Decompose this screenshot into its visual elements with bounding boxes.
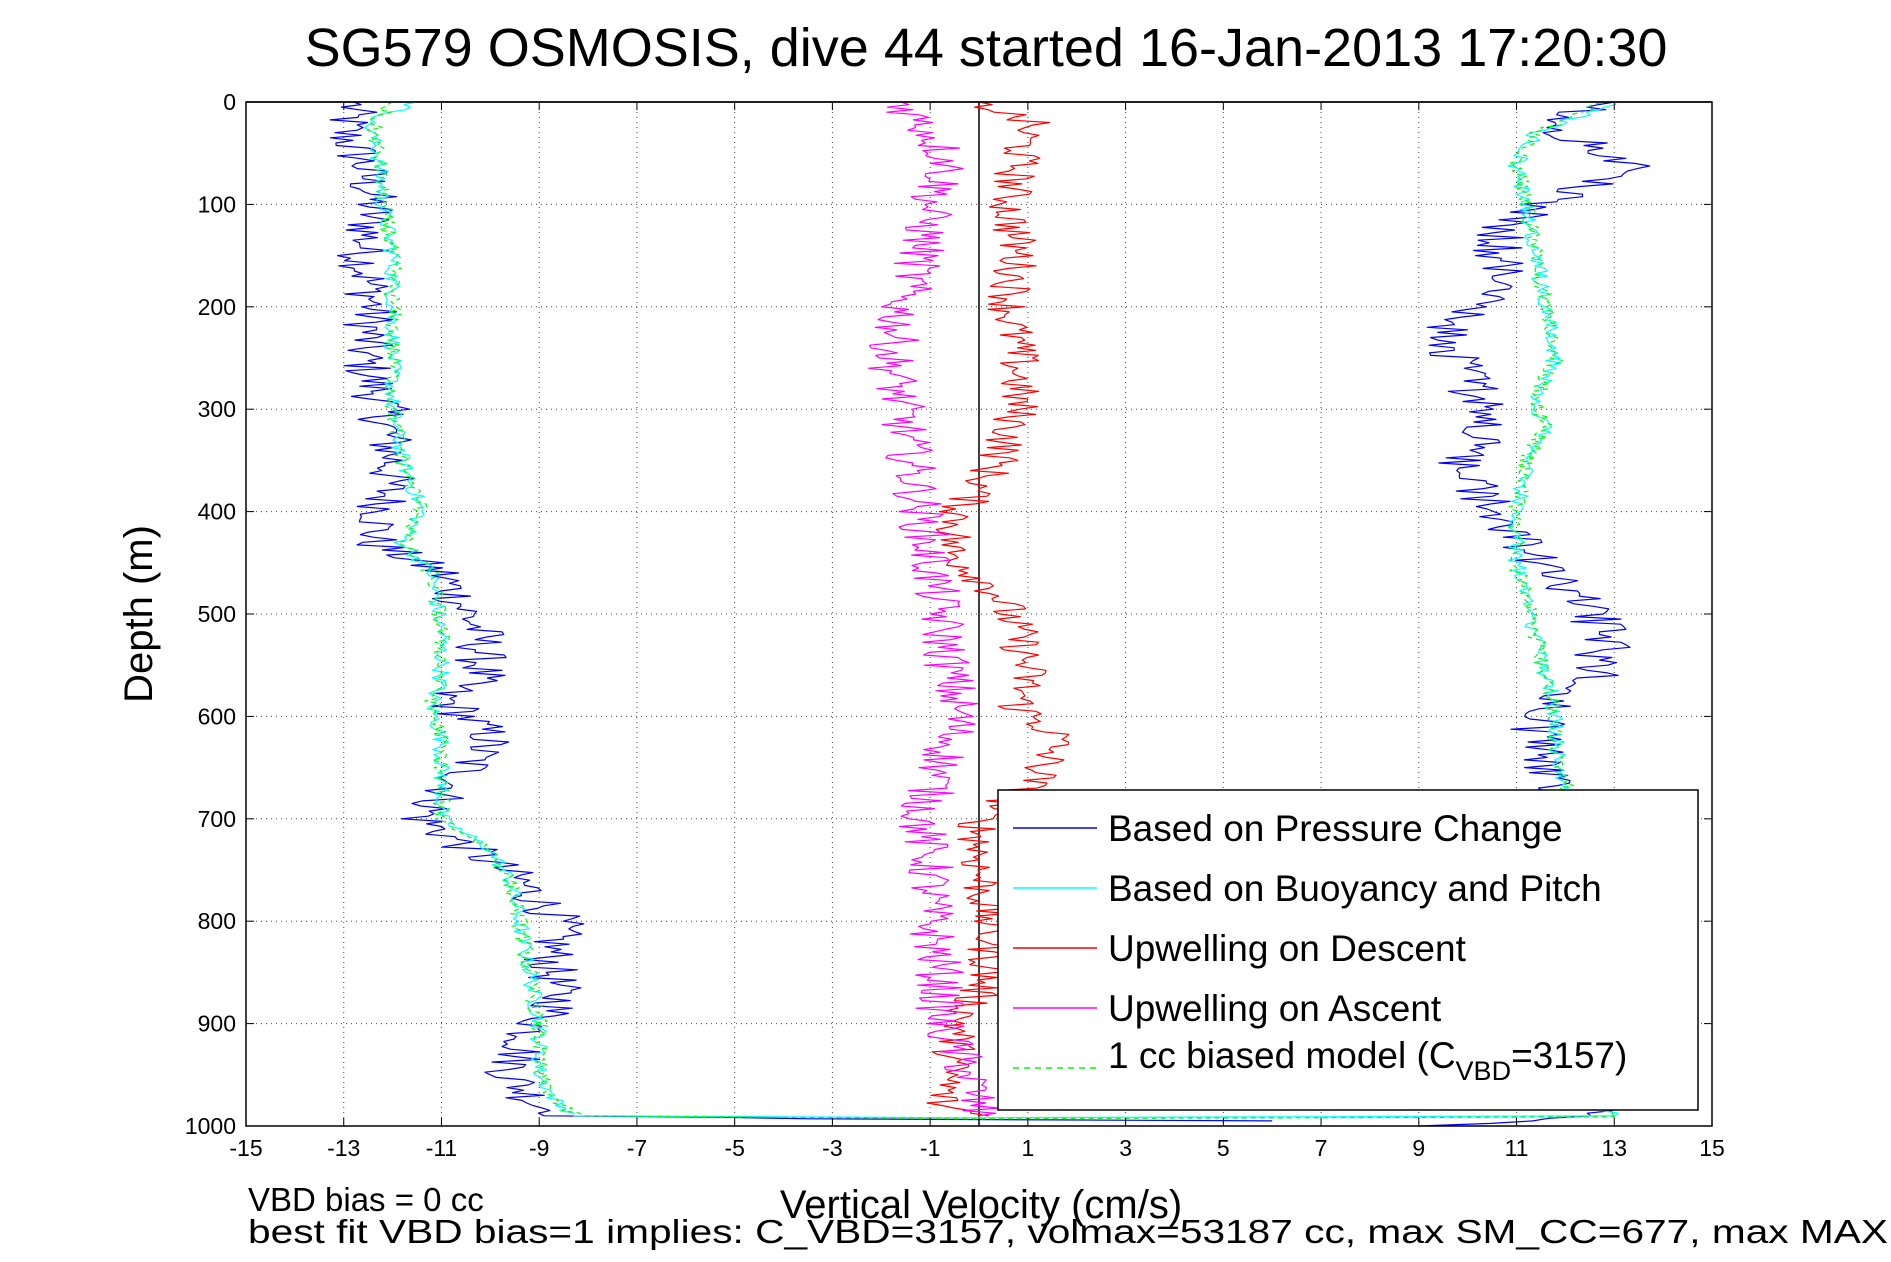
x-tick-label: -1	[920, 1135, 940, 1161]
best-fit-note: best fit VBD bias=1 implies: C_VBD=3157,…	[248, 1213, 1888, 1250]
x-tick-label: -15	[229, 1135, 262, 1161]
x-tick-label: -3	[822, 1135, 842, 1161]
y-axis-ticks: 0 100 200 300 400 500 600 700 800 900 1000	[185, 89, 1712, 1139]
legend: Based on Pressure Change Based on Buoyan…	[997, 789, 1699, 1111]
legend-entry-pressure: Based on Pressure Change	[1013, 808, 1563, 849]
y-tick-label: 600	[198, 703, 236, 729]
x-tick-label: -7	[627, 1135, 647, 1161]
x-axis-label: Vertical Velocity (cm/s)	[780, 1183, 1182, 1227]
x-tick-label: 1	[1021, 1135, 1034, 1161]
y-tick-label: 200	[198, 294, 236, 320]
series-biased-model-segment-2	[1508, 101, 1615, 1118]
x-tick-label: 5	[1217, 1135, 1230, 1161]
legend-label-model: 1 cc biased model (CVBD=3157)	[1108, 1035, 1627, 1086]
y-tick-label: 300	[198, 396, 236, 422]
y-tick-label: 900	[198, 1011, 236, 1037]
y-tick-label: 500	[198, 601, 236, 627]
y-tick-label: 0	[223, 89, 236, 115]
y-tick-label: 1000	[185, 1113, 236, 1139]
legend-label-descent: Upwelling on Descent	[1108, 928, 1467, 969]
y-tick-label: 100	[198, 191, 236, 217]
legend-entry-descent: Upwelling on Descent	[1013, 928, 1467, 969]
x-axis-ticks: -15 -13 -11 -9 -7 -5 -3 -1 1 3 5 7 9 11 13 15	[229, 102, 1725, 1161]
y-tick-label: 700	[198, 806, 236, 832]
y-tick-label: 400	[198, 499, 236, 525]
chart-title: SG579 OSMOSIS, dive 44 started 16-Jan-20…	[305, 18, 1668, 78]
series-upwelling-ascent-segment-1	[868, 101, 1001, 1117]
vbd-bias-note: VBD bias = 0 cc	[248, 1181, 484, 1218]
x-tick-label: 15	[1699, 1135, 1725, 1161]
y-axis-label: Depth (m)	[117, 525, 161, 703]
x-tick-label: 9	[1412, 1135, 1425, 1161]
x-tick-label: 3	[1119, 1135, 1132, 1161]
series-pressure-change-segment-1	[329, 101, 1273, 1122]
series-biased-model-segment-1	[366, 101, 1615, 1120]
y-tick-label: 800	[198, 908, 236, 934]
legend-label-buoyancy: Based on Buoyancy and Pitch	[1108, 868, 1602, 909]
legend-entry-ascent: Upwelling on Ascent	[1013, 988, 1442, 1029]
grid	[246, 102, 1712, 1126]
legend-box	[997, 789, 1699, 1111]
legend-entry-model: 1 cc biased model (CVBD=3157)	[1013, 1035, 1627, 1086]
legend-label-pressure: Based on Pressure Change	[1108, 808, 1563, 849]
x-tick-label: -5	[724, 1135, 744, 1161]
x-tick-label: -13	[327, 1135, 360, 1161]
legend-entry-buoyancy: Based on Buoyancy and Pitch	[1013, 868, 1602, 909]
x-tick-label: 13	[1601, 1135, 1627, 1161]
x-tick-label: 7	[1315, 1135, 1328, 1161]
x-tick-label: -11	[426, 1135, 458, 1161]
x-tick-label: -9	[529, 1135, 549, 1161]
x-tick-label: 11	[1505, 1135, 1529, 1161]
series-buoyancy-pitch-segment-1	[363, 101, 1615, 1119]
legend-label-ascent: Upwelling on Ascent	[1108, 988, 1442, 1029]
